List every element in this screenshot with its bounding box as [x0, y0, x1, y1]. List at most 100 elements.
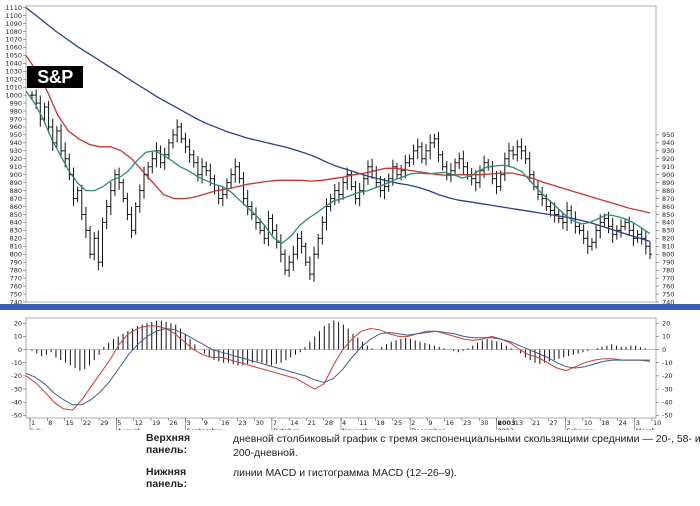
macd-y-left-label: -20 — [11, 372, 22, 380]
y-right-tick-label: 920 — [662, 155, 674, 163]
x-tick-label: 5 — [117, 419, 121, 427]
y-right-tick-label: 880 — [662, 187, 674, 195]
y-left-tick-label: 1030 — [5, 68, 22, 76]
x-tick-label: 14 — [290, 419, 298, 427]
caption-upper-label: Верхняя панель: — [146, 432, 191, 456]
x-tick-label: 18 — [601, 419, 609, 427]
price-bar — [50, 118, 55, 151]
chart-canvas: 7407507607707807908008108208308408508608… — [0, 4, 700, 430]
price-bar — [490, 161, 495, 185]
price-bar — [540, 186, 545, 207]
y-left-tick-label: 920 — [10, 155, 22, 163]
price-bar — [502, 152, 507, 181]
y-left-tick-label: 1070 — [5, 36, 22, 44]
x-tick-label: 22 — [83, 419, 91, 427]
x-tick-label: 9 — [204, 419, 208, 427]
price-bar — [341, 177, 346, 200]
price-bar — [345, 167, 350, 190]
price-bar — [453, 158, 458, 176]
price-bar — [166, 139, 171, 159]
price-bar — [477, 165, 482, 188]
x-tick-label: 18 — [377, 419, 385, 427]
price-bar — [320, 216, 325, 245]
price-bar — [46, 100, 51, 134]
y-right-tick-label: 930 — [662, 147, 674, 155]
price-bar — [523, 145, 528, 165]
y-left-tick-label: 910 — [10, 163, 22, 171]
price-bar — [370, 158, 375, 179]
month-label: October — [273, 427, 299, 430]
y-left-tick-label: 880 — [10, 187, 22, 195]
y-left-tick-label: 750 — [10, 290, 22, 298]
x-tick-label: 21 — [307, 419, 315, 427]
y-left-tick-label: 1060 — [5, 44, 22, 52]
price-bar — [150, 152, 155, 174]
divider-band — [0, 304, 700, 310]
price-bar — [415, 138, 420, 159]
y-left-tick-label: 900 — [10, 171, 22, 179]
x-tick-label: 26 — [169, 419, 177, 427]
price-bar — [436, 131, 441, 162]
macd-y-right-label: 0 — [662, 346, 666, 354]
macd-y-left-label: -40 — [11, 399, 22, 407]
price-bar — [577, 222, 582, 235]
price-bar — [38, 95, 43, 127]
y-right-tick-label: 760 — [662, 282, 674, 290]
price-bar — [108, 182, 113, 216]
macd-y-right-label: -50 — [662, 412, 673, 420]
price-bar — [457, 152, 462, 169]
price-bar — [253, 207, 258, 230]
price-bar — [316, 234, 321, 259]
price-bar — [519, 138, 524, 160]
y-right-tick-label: 750 — [662, 290, 674, 298]
y-left-tick-label: 1090 — [5, 20, 22, 28]
price-bar — [448, 163, 453, 183]
price-bar — [237, 161, 242, 184]
y-left-tick-label: 1000 — [5, 91, 22, 99]
y-left-tick-label: 1110 — [5, 4, 22, 12]
price-bar — [312, 246, 317, 282]
price-bar — [59, 124, 64, 158]
y-right-tick-label: 830 — [662, 227, 674, 235]
x-tick-label: 1 — [31, 419, 35, 427]
price-bar — [440, 150, 445, 171]
price-bar — [241, 171, 246, 206]
price-bar — [560, 211, 565, 230]
y-left-tick-label: 1010 — [5, 83, 22, 91]
price-bar — [374, 165, 379, 188]
price-bar — [515, 140, 520, 162]
macd-y-right-label: -30 — [662, 385, 673, 393]
month-label: November — [342, 427, 376, 430]
price-bar — [307, 256, 312, 280]
sp-logo: S&P — [27, 66, 83, 88]
x-tick-label: 7 — [273, 419, 277, 427]
y-left-tick-label: 850 — [10, 211, 22, 219]
x-tick-label: 30 — [256, 419, 264, 427]
price-bar — [283, 249, 288, 275]
y-left-tick-label: 940 — [10, 139, 22, 147]
price-bar — [133, 202, 138, 235]
price-bar — [548, 200, 553, 217]
price-bar — [494, 171, 499, 195]
y-left-tick-label: 1080 — [5, 28, 22, 36]
y-left-tick-label: 960 — [10, 123, 22, 131]
y-left-tick-label: 1040 — [5, 60, 22, 68]
price-bar — [461, 150, 466, 175]
y-right-tick-label: 740 — [662, 298, 674, 306]
price-bar — [581, 224, 586, 245]
x-tick-label: 24 — [618, 419, 626, 427]
price-bar — [506, 142, 511, 167]
y-left-tick-label: 810 — [10, 243, 22, 251]
price-bar — [162, 147, 167, 170]
price-bar — [191, 150, 196, 168]
y-left-tick-label: 1050 — [5, 52, 22, 60]
caption-upper-text: дневной столбиковый график с тремя экспо… — [233, 433, 700, 459]
price-bar — [175, 119, 180, 143]
y-right-tick-label: 790 — [662, 259, 674, 267]
x-tick-label: 4 — [342, 419, 346, 427]
y-left-tick-label: 930 — [10, 147, 22, 155]
price-bar — [129, 206, 134, 239]
y-right-tick-label: 820 — [662, 235, 674, 243]
x-tick-label: 30 — [480, 419, 488, 427]
x-tick-label: 8 — [48, 419, 52, 427]
